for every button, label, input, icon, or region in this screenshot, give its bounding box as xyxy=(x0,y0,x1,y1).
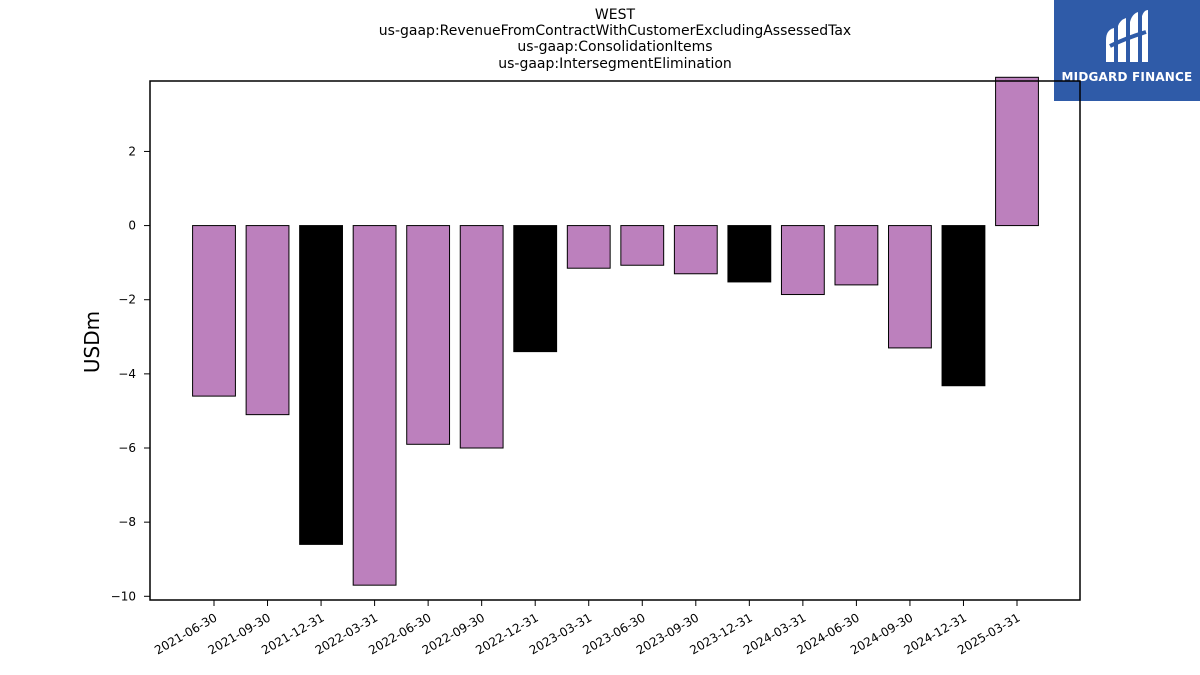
bar-2025-03-31 xyxy=(995,76,1039,227)
y-axis-label: USDm xyxy=(80,311,104,373)
y-tick-label: −2 xyxy=(118,293,136,307)
title-line-2: us-gaap:RevenueFromContractWithCustomerE… xyxy=(378,23,852,40)
bar-2024-03-31 xyxy=(780,225,825,296)
x-axis: 2021-06-302021-09-302021-12-312022-03-31… xyxy=(152,600,1023,657)
bar-2021-06-30 xyxy=(192,225,236,397)
bar-2022-06-30 xyxy=(406,225,451,445)
logo-text: MIDGARD FINANCE xyxy=(1061,70,1193,84)
y-tick-label: −4 xyxy=(118,367,136,381)
logo-mark-icon xyxy=(1106,10,1148,62)
y-tick-label: 2 xyxy=(128,144,136,158)
y-tick-label: −8 xyxy=(118,515,136,529)
chart-title: WEST us-gaap:RevenueFromContractWithCust… xyxy=(150,7,1080,72)
midgard-finance-logo: MIDGARD FINANCE xyxy=(1054,0,1200,101)
bar-2021-12-31 xyxy=(299,225,343,545)
bar-2022-12-31 xyxy=(513,225,558,353)
y-tick-label: −6 xyxy=(118,441,136,455)
bar-2023-12-31 xyxy=(727,225,772,283)
title-line-4: us-gaap:IntersegmentElimination xyxy=(498,55,732,72)
bar-2023-03-31 xyxy=(566,225,611,269)
bar-2024-06-30 xyxy=(834,225,879,286)
bar-2022-03-31 xyxy=(352,225,397,586)
bar-2022-09-30 xyxy=(459,225,504,449)
bar-2024-12-31 xyxy=(941,225,986,387)
bar-2024-09-30 xyxy=(888,225,932,349)
y-tick-label: 0 xyxy=(128,219,136,233)
bars-group xyxy=(192,76,1039,586)
y-axis: −10 −8 −6 −4 −2 0 2 xyxy=(111,144,150,603)
y-tick-label: −10 xyxy=(111,589,136,603)
bar-2021-09-30 xyxy=(245,225,290,416)
bar-2023-06-30 xyxy=(620,225,665,266)
bar-2023-09-30 xyxy=(673,225,718,275)
plot-frame xyxy=(149,80,1081,601)
title-line-3: us-gaap:ConsolidationItems xyxy=(517,39,713,56)
title-line-1: WEST xyxy=(594,7,636,23)
